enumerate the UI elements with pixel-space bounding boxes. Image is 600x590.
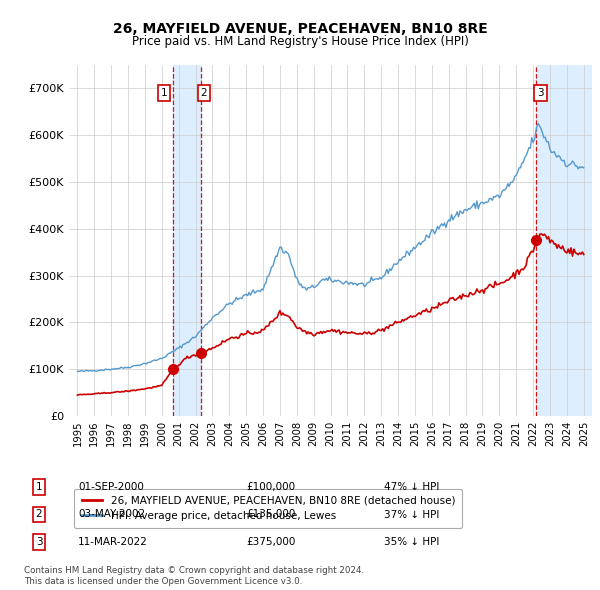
Text: £100,000: £100,000 bbox=[246, 482, 295, 491]
Text: 01-SEP-2000: 01-SEP-2000 bbox=[78, 482, 144, 491]
Text: 1: 1 bbox=[35, 482, 43, 491]
Text: 3: 3 bbox=[537, 88, 544, 98]
Bar bbox=[536, 65, 592, 416]
Text: £135,000: £135,000 bbox=[246, 510, 295, 519]
Text: 35% ↓ HPI: 35% ↓ HPI bbox=[384, 537, 439, 546]
Text: Contains HM Land Registry data © Crown copyright and database right 2024.
This d: Contains HM Land Registry data © Crown c… bbox=[24, 566, 364, 586]
Text: Price paid vs. HM Land Registry's House Price Index (HPI): Price paid vs. HM Land Registry's House … bbox=[131, 35, 469, 48]
Text: 26, MAYFIELD AVENUE, PEACEHAVEN, BN10 8RE: 26, MAYFIELD AVENUE, PEACEHAVEN, BN10 8R… bbox=[113, 22, 487, 36]
Text: 47% ↓ HPI: 47% ↓ HPI bbox=[384, 482, 439, 491]
Text: 11-MAR-2022: 11-MAR-2022 bbox=[78, 537, 148, 546]
Text: 2: 2 bbox=[200, 88, 207, 98]
Text: 37% ↓ HPI: 37% ↓ HPI bbox=[384, 510, 439, 519]
Legend: 26, MAYFIELD AVENUE, PEACEHAVEN, BN10 8RE (detached house), HPI: Average price, : 26, MAYFIELD AVENUE, PEACEHAVEN, BN10 8R… bbox=[74, 489, 463, 528]
Text: 3: 3 bbox=[35, 537, 43, 546]
Text: 2: 2 bbox=[35, 510, 43, 519]
Bar bbox=[173, 65, 202, 416]
Text: 03-MAY-2002: 03-MAY-2002 bbox=[78, 510, 145, 519]
Text: 1: 1 bbox=[161, 88, 167, 98]
Text: £375,000: £375,000 bbox=[246, 537, 295, 546]
